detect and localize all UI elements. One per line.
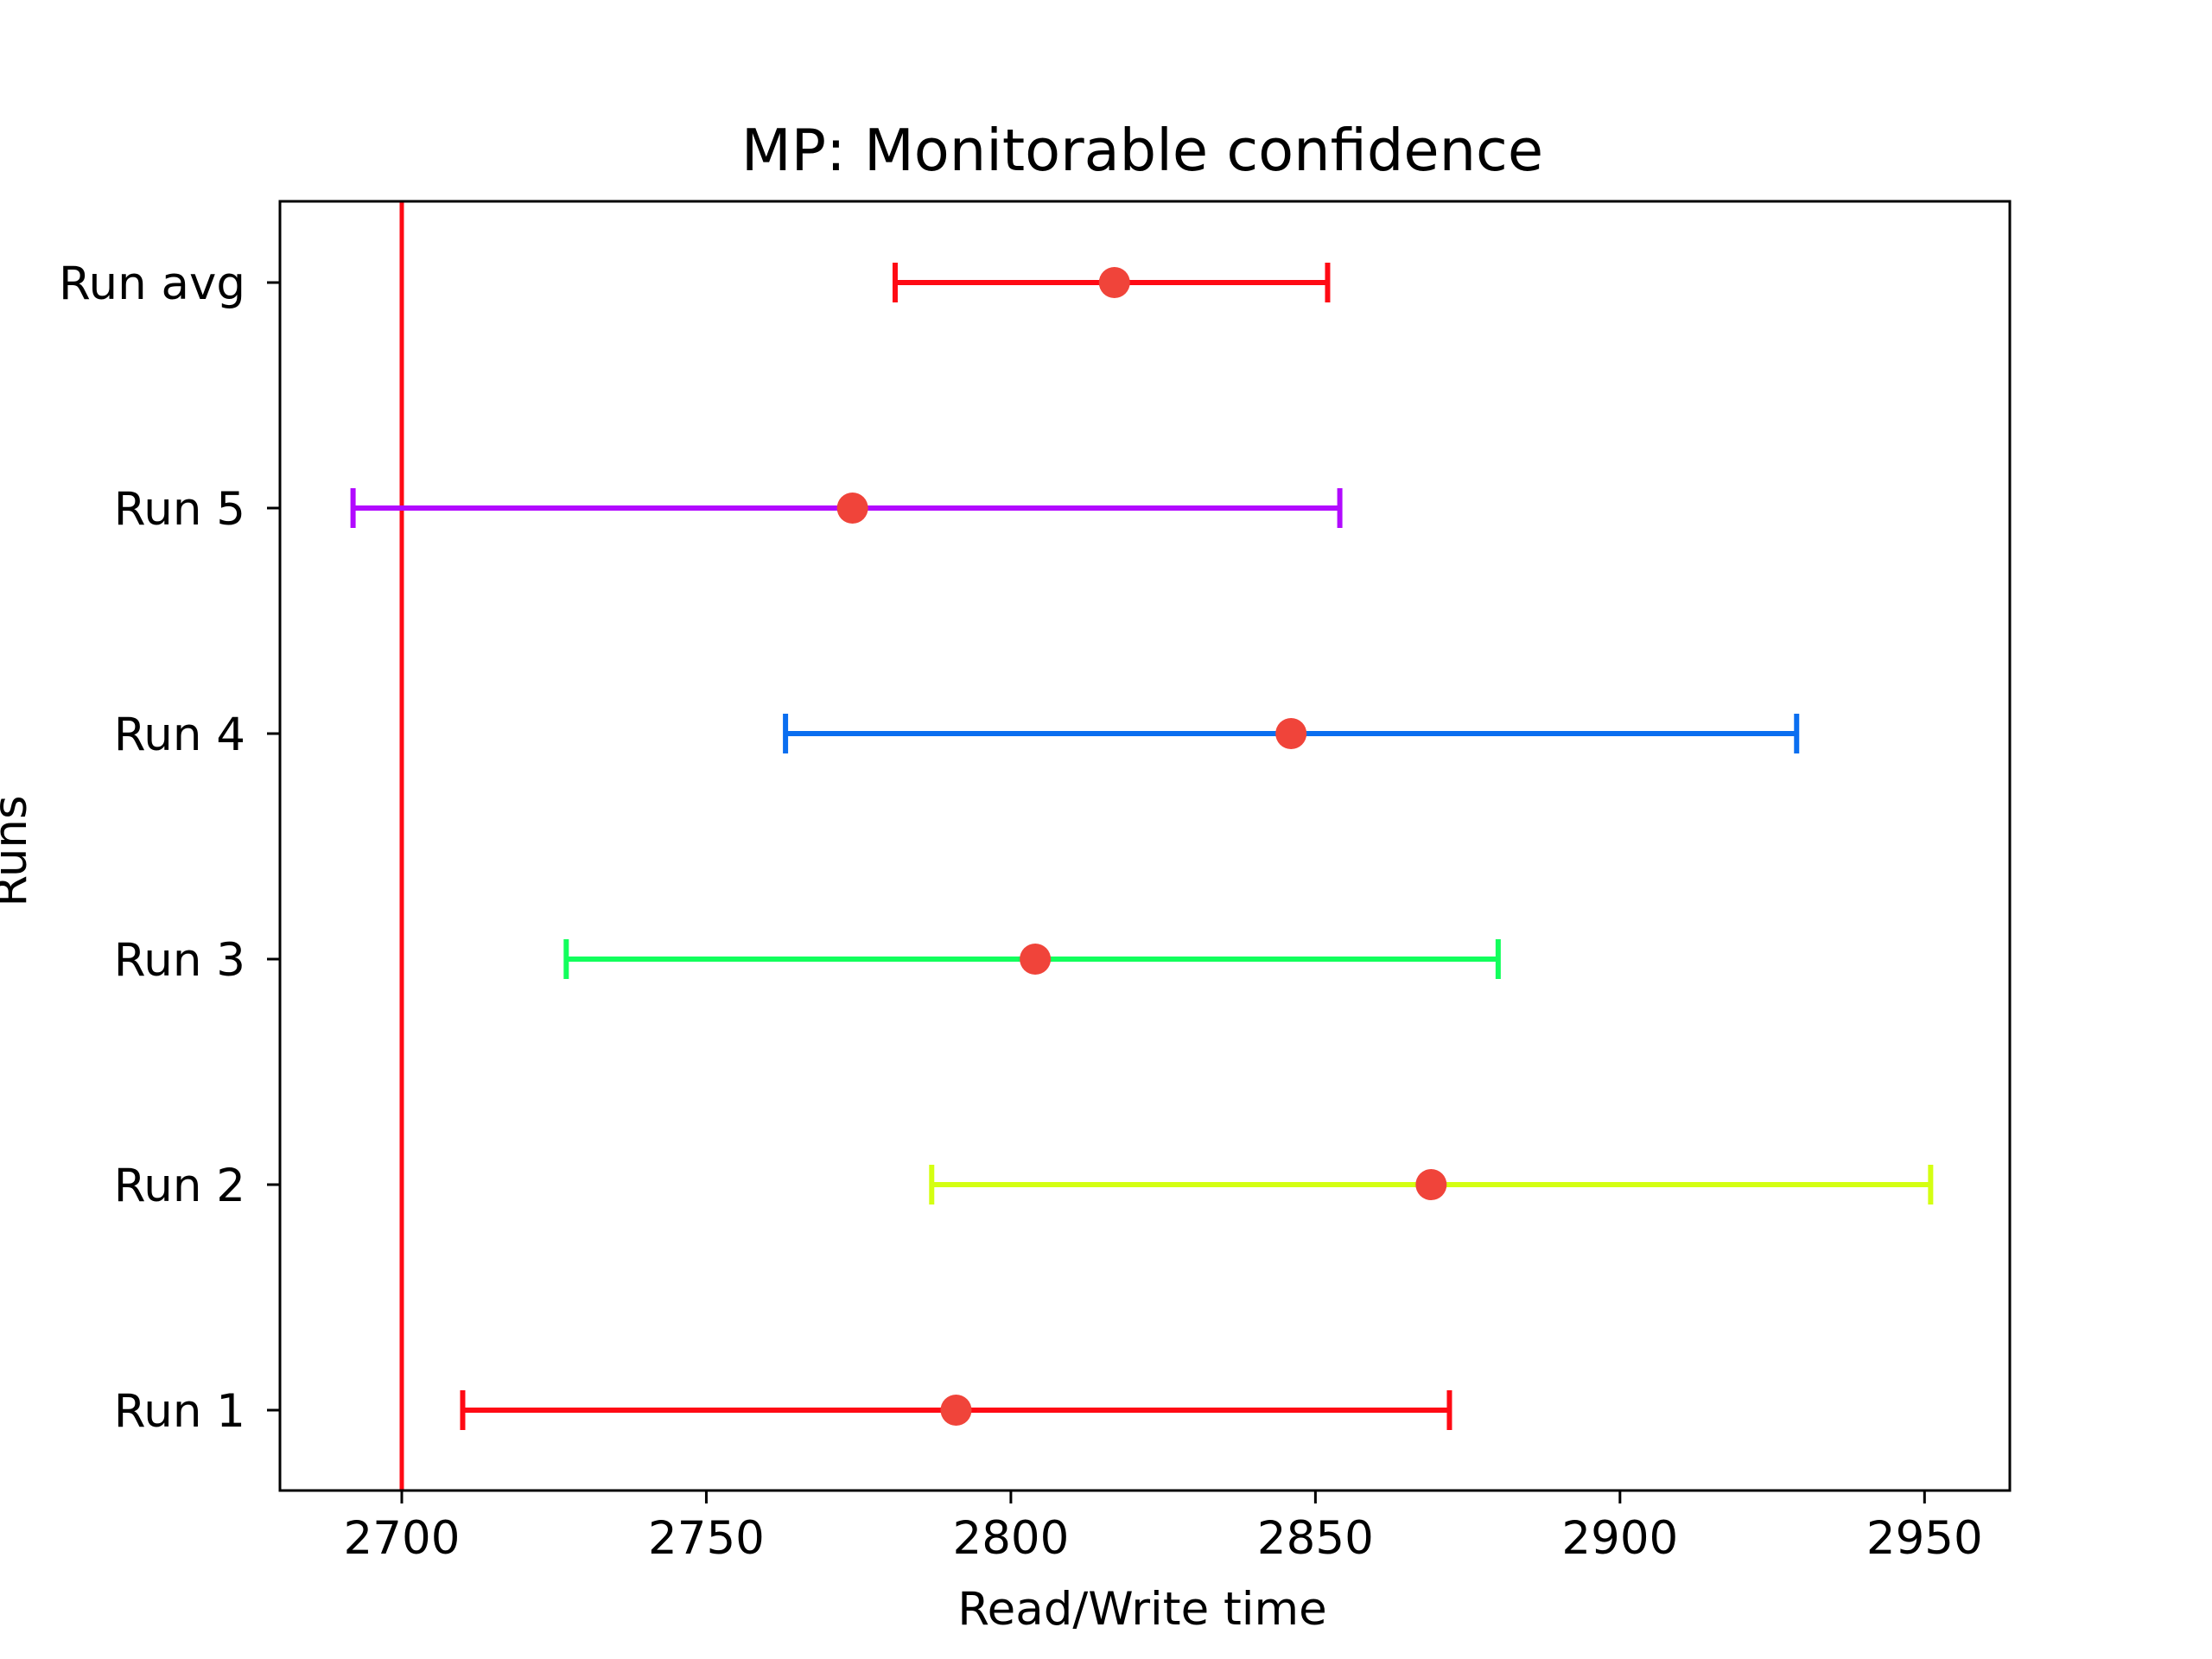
x-tick-label-2800: 2800: [952, 1512, 1069, 1565]
chart-title: MP: Monitorable confidence: [741, 117, 1543, 184]
errorbar-run-3: [563, 939, 1501, 979]
axis-ticks: 2700 2750 2800 2850 2900 2950 Run 1 Run 2 Run 3 R…: [59, 257, 1983, 1565]
y-axis-label: Runs: [0, 795, 37, 906]
x-tick-label-2850: 2850: [1257, 1512, 1374, 1565]
x-axis-label: Read/Write time: [957, 1583, 1327, 1636]
mean-point-run-3: [1020, 944, 1052, 975]
y-tick-label-run-avg: Run avg: [59, 257, 245, 310]
plot-area: [350, 201, 1934, 1491]
plot-frame: [278, 200, 2012, 1492]
x-tick-label-2950: 2950: [1866, 1512, 1983, 1565]
errorbar-run-5: [350, 488, 1343, 528]
mean-point-run-4: [1275, 718, 1307, 749]
mean-point-run-5: [836, 493, 868, 524]
errorbar-run-4: [783, 714, 1800, 753]
mean-point-run-1: [940, 1395, 972, 1426]
mean-point-run-avg: [1098, 267, 1130, 298]
x-tick-label-2750: 2750: [648, 1512, 765, 1565]
y-tick-label-run-5: Run 5: [114, 483, 245, 536]
errorbar-run-1: [460, 1390, 1452, 1430]
y-tick-label-run-1: Run 1: [114, 1385, 245, 1438]
x-tick-label-2700: 2700: [344, 1512, 461, 1565]
y-tick-label-run-2: Run 2: [114, 1160, 245, 1212]
y-tick-label-run-3: Run 3: [114, 934, 245, 987]
x-tick-label-2900: 2900: [1561, 1512, 1678, 1565]
mean-point-run-2: [1415, 1169, 1447, 1200]
y-tick-label-run-4: Run 4: [114, 709, 245, 761]
errorbar-run-avg: [892, 263, 1331, 302]
errorbar-run-2: [929, 1165, 1934, 1205]
